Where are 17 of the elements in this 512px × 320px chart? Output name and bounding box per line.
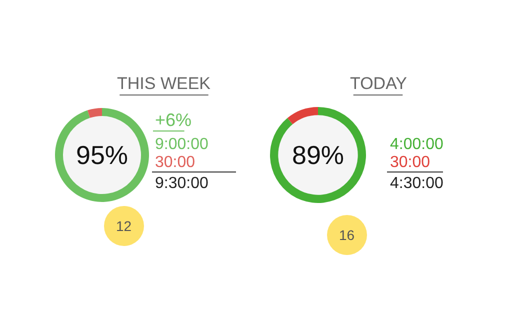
text: +6% xyxy=(155,110,192,130)
chart-title: THIS WEEK xyxy=(117,74,212,93)
text: 95% xyxy=(76,140,128,170)
text: 4:30:00 xyxy=(390,175,444,192)
text: 16 xyxy=(339,227,355,243)
donut-slice xyxy=(55,108,149,202)
chart-title: TODAY xyxy=(350,74,407,93)
donut-slice xyxy=(270,107,366,203)
text: 89% xyxy=(292,140,344,170)
donut-slice xyxy=(87,108,102,118)
text: 9:30:00 xyxy=(155,175,208,192)
text: 4:00:00 xyxy=(390,136,444,153)
text: 30:00 xyxy=(390,154,430,171)
text: 12 xyxy=(116,218,132,234)
donut-slice xyxy=(287,107,318,124)
text: 30:00 xyxy=(155,154,196,171)
text: 9:00:00 xyxy=(155,136,208,153)
